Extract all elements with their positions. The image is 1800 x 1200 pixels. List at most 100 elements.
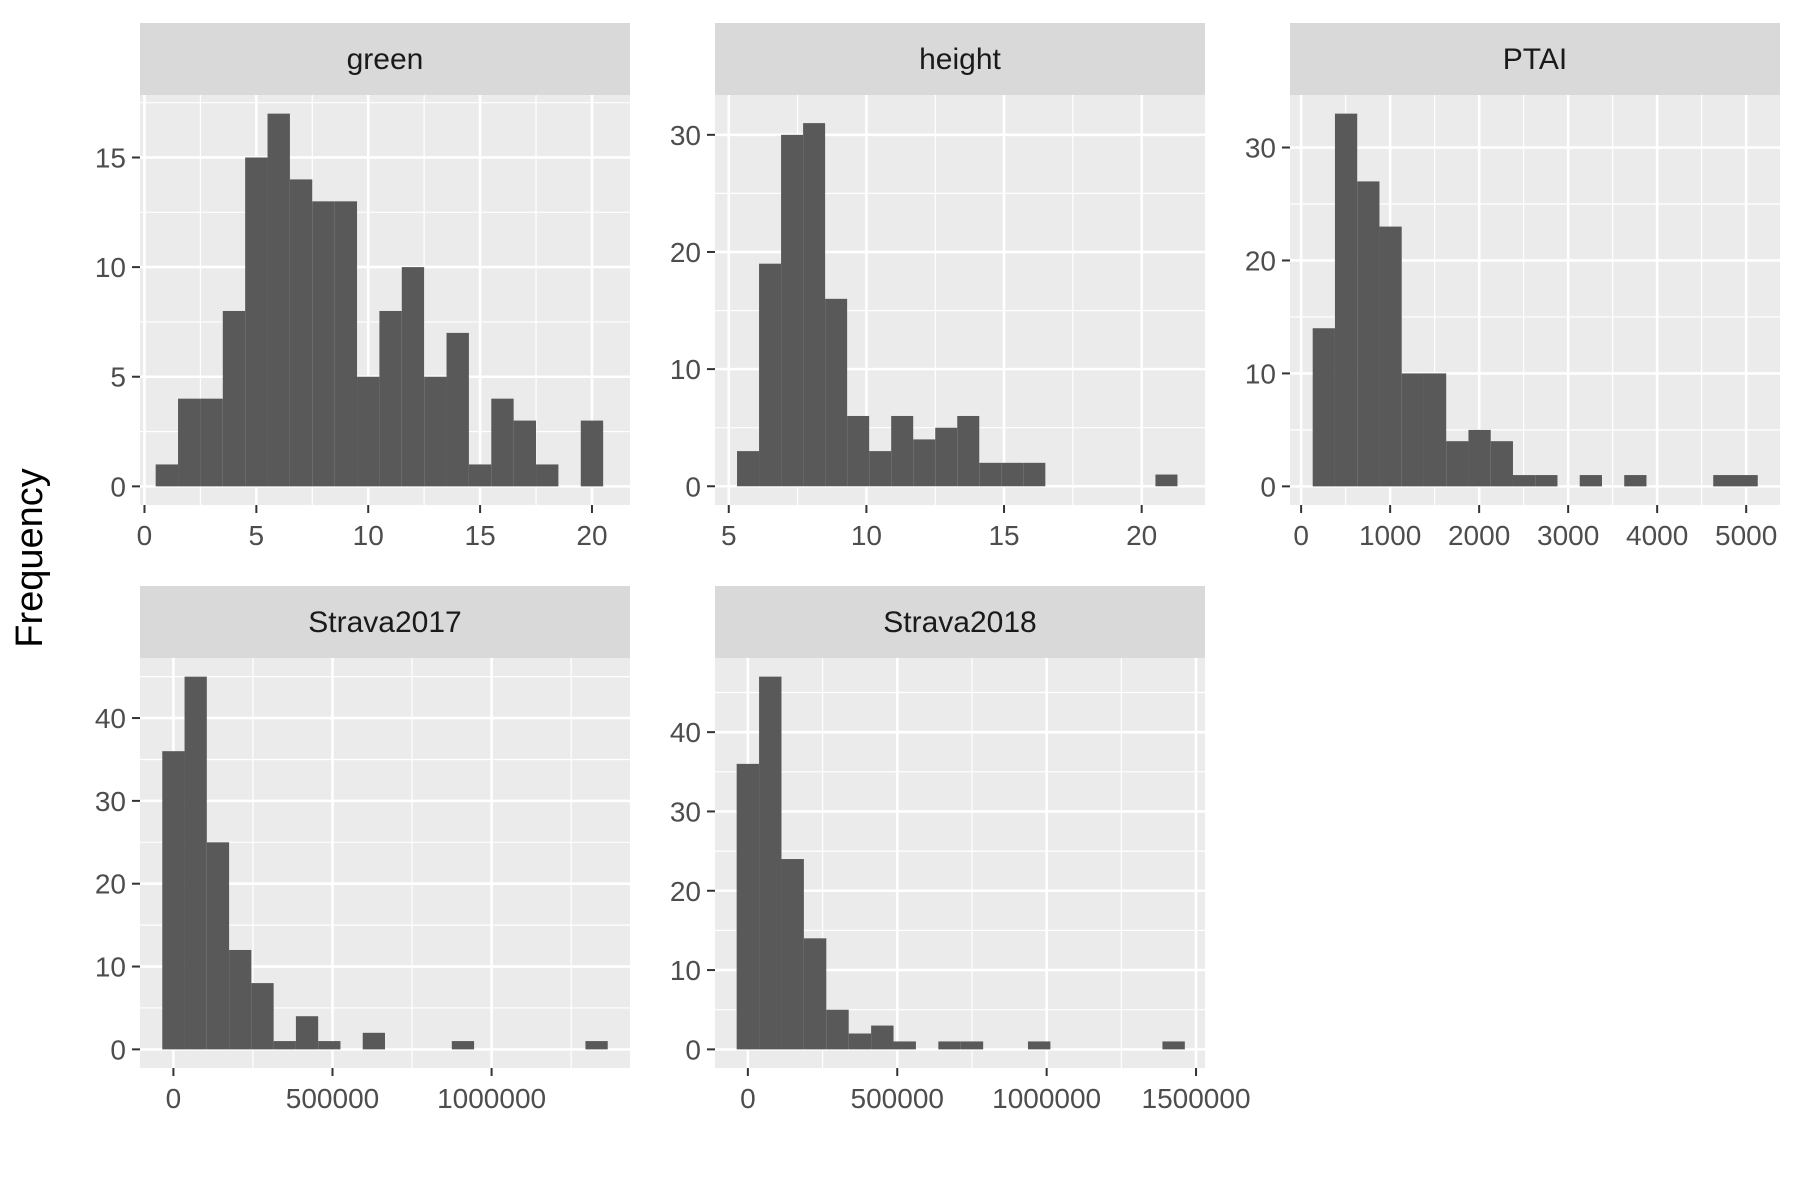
histogram-bar — [357, 376, 380, 487]
facet-strip — [140, 586, 630, 658]
x-tick-label: 0 — [1293, 520, 1309, 551]
histogram-bar — [781, 134, 804, 487]
x-tick-label: 0 — [137, 520, 153, 551]
facet-strip — [1290, 23, 1780, 95]
histogram-bar — [513, 420, 537, 487]
x-tick-label: 10 — [353, 520, 384, 551]
histogram-bar — [155, 464, 179, 487]
facet-strip-label: green — [347, 43, 424, 76]
y-axis-label: Frequency — [9, 468, 51, 648]
facet-strip — [715, 586, 1205, 658]
histogram-bar — [1155, 474, 1178, 487]
x-tick-label: 5 — [721, 520, 737, 551]
histogram-bar — [200, 398, 223, 487]
histogram-bar — [451, 1041, 475, 1050]
histogram-bar — [1334, 113, 1358, 487]
histogram-bar — [871, 1025, 894, 1050]
histogram-bar — [848, 1033, 872, 1050]
y-tick-label: 10 — [95, 252, 126, 283]
histogram-bar — [736, 763, 760, 1050]
histogram-bar — [1490, 441, 1513, 487]
y-tick-label: 20 — [95, 869, 126, 900]
y-tick-label: 40 — [95, 703, 126, 734]
histogram-bar — [957, 415, 980, 487]
x-tick-label: 1000000 — [992, 1083, 1101, 1114]
facet-strava2018: Strava2018 0 500000 1000000 1500000 0 10 20 30 4… — [670, 586, 1251, 1114]
histogram-bar — [251, 983, 274, 1050]
histogram-bar — [295, 1016, 319, 1050]
histogram-bar — [1713, 475, 1736, 487]
histogram-bar — [759, 676, 782, 1050]
x-tick-label: 20 — [1126, 520, 1157, 551]
histogram-bar — [1162, 1041, 1185, 1050]
histogram-bar — [781, 859, 804, 1050]
histogram-bar — [737, 451, 760, 487]
histogram-bar — [893, 1041, 916, 1050]
y-tick-label: 30 — [670, 120, 701, 151]
x-tick-label: 10 — [851, 520, 882, 551]
facet-strip-label: Strava2018 — [883, 606, 1036, 639]
facet-strip — [715, 23, 1205, 95]
y-tick-label: 5 — [110, 362, 126, 393]
histogram-bar — [162, 751, 185, 1050]
y-tick-label: 30 — [1245, 133, 1276, 164]
histogram-bar — [334, 201, 358, 487]
histogram-bar — [245, 157, 268, 487]
x-tick-label: 5 — [249, 520, 265, 551]
histogram-bar — [913, 439, 936, 487]
histogram-bar — [229, 949, 252, 1050]
y-tick-label: 40 — [670, 717, 701, 748]
histogram-bar — [267, 113, 290, 487]
x-tick-label: 1000000 — [437, 1083, 546, 1114]
x-tick-label: 500000 — [286, 1083, 379, 1114]
histogram-bar — [379, 310, 402, 487]
histogram-bar — [1468, 429, 1491, 487]
histogram-bar — [1023, 462, 1046, 487]
histogram-bar — [273, 1041, 296, 1050]
x-tick-label: 2000 — [1448, 520, 1510, 551]
histogram-bar — [178, 398, 201, 487]
histogram-bar — [1579, 475, 1602, 487]
histogram-bar — [1401, 373, 1424, 487]
histogram-bar — [1735, 475, 1758, 487]
histogram-bar — [491, 398, 514, 487]
histogram-bar — [1446, 441, 1469, 487]
histogram-bar — [1624, 475, 1647, 487]
x-tick-label: 15 — [988, 520, 1019, 551]
histogram-bar — [401, 267, 425, 487]
histogram-bar — [979, 462, 1002, 487]
histogram-bar — [826, 1009, 849, 1050]
y-tick-label: 0 — [1260, 471, 1276, 502]
y-tick-label: 10 — [1245, 358, 1276, 389]
histogram-bar — [468, 464, 492, 487]
facet-green: green 0 5 10 15 20 0 5 10 15 — [95, 23, 630, 551]
histogram-bar — [1027, 1041, 1051, 1050]
histogram-bar — [424, 376, 447, 487]
y-tick-label: 15 — [95, 142, 126, 173]
histogram-bar — [318, 1041, 341, 1050]
histogram-bar — [1535, 475, 1558, 487]
x-tick-label: 1500000 — [1142, 1083, 1251, 1114]
histogram-bar — [289, 179, 313, 487]
histogram-bar — [938, 1041, 961, 1050]
facet-ptai: PTAI 0 1000 2000 3000 4000 5000 0 10 20 30 — [1245, 23, 1780, 551]
histogram-bar — [803, 938, 827, 1050]
histogram-bar — [446, 332, 469, 487]
y-tick-label: 10 — [670, 955, 701, 986]
histogram-bar — [1512, 475, 1536, 487]
histogram-bar — [585, 1041, 608, 1050]
y-tick-label: 30 — [670, 796, 701, 827]
histogram-bar — [1357, 181, 1380, 487]
y-tick-label: 20 — [670, 876, 701, 907]
histogram-bar — [960, 1041, 984, 1050]
histogram-bar — [1379, 226, 1402, 487]
histogram-bar — [184, 676, 207, 1050]
histogram-bar — [1001, 462, 1024, 487]
x-tick-label: 4000 — [1626, 520, 1688, 551]
y-tick-label: 20 — [1245, 245, 1276, 276]
x-tick-label: 500000 — [851, 1083, 944, 1114]
facet-strava2017: Strava2017 0 500000 1000000 0 10 20 30 40 — [95, 586, 630, 1114]
y-tick-label: 0 — [685, 1034, 701, 1065]
histogram-bar — [1423, 373, 1447, 487]
